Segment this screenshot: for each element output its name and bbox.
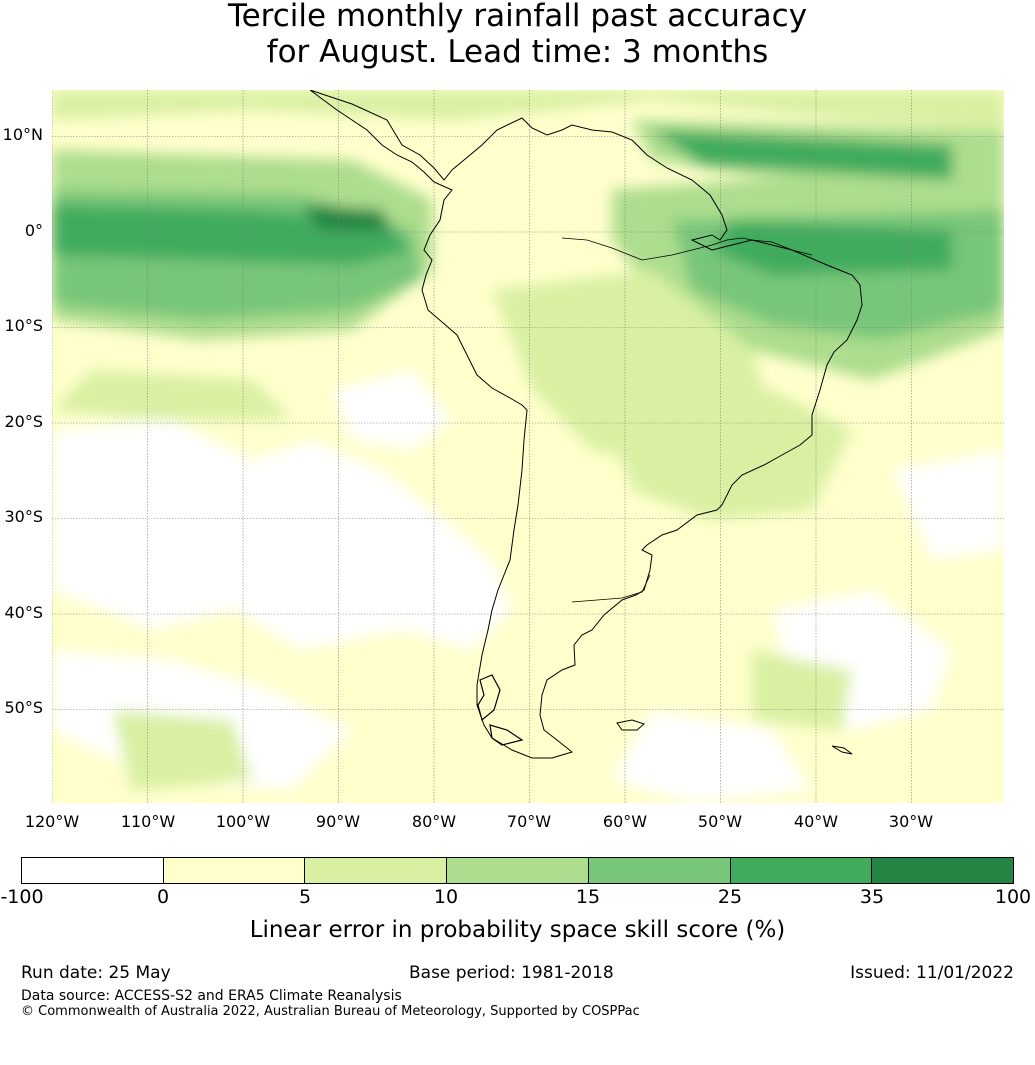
lon-label-40w: 40°W: [793, 812, 839, 831]
colorbar-label: Linear error in probability space skill …: [249, 917, 786, 943]
colorbar-tick: 100: [994, 886, 1032, 908]
skill-field: [52, 90, 1004, 803]
lat-label-0: 0°: [24, 221, 43, 240]
lon-label-30w: 30°W: [888, 812, 934, 831]
colorbar-segment: [872, 858, 1014, 883]
lon-label-90w: 90°W: [315, 812, 361, 831]
colorbar-segment: [588, 858, 731, 883]
colorbar-tick: -100: [0, 886, 44, 908]
colorbar-tick: 15: [575, 886, 601, 908]
skill-score-map: [52, 90, 1004, 803]
lon-label-70w: 70°W: [506, 812, 552, 831]
lon-label-60w: 60°W: [602, 812, 648, 831]
lat-label-40s: 40°S: [4, 603, 43, 622]
chilean-archipelago: [477, 674, 524, 746]
colorbar-segment: [163, 858, 306, 883]
colorbar-segment: [730, 858, 873, 883]
rio-de-la-plata: [571, 574, 651, 603]
colorbar-tick: 10: [433, 886, 459, 908]
colorbar-segment: [22, 858, 164, 883]
lat-label-20s: 20°S: [4, 412, 43, 431]
south-georgia: [831, 745, 853, 755]
base-period: Base period: 1981-2018: [409, 963, 614, 983]
lat-label-30s: 30°S: [4, 507, 43, 526]
data-source: Data source: ACCESS-S2 and ERA5 Climate …: [21, 988, 402, 1004]
colorbar-tick: 25: [717, 886, 743, 908]
lat-label-10s: 10°S: [4, 316, 43, 335]
colorbar-segment: [447, 858, 589, 883]
colorbar-tick: 35: [859, 886, 885, 908]
lon-label-110w: 110°W: [120, 812, 176, 831]
chart-title-line2: for August. Lead time: 3 months: [266, 34, 769, 70]
falkland-islands: [616, 719, 645, 731]
lat-label-10n: 10°N: [2, 125, 43, 144]
copyright: © Commonwealth of Australia 2022, Austra…: [21, 1004, 640, 1019]
colorbar-tick: 5: [298, 886, 312, 908]
issued-date: Issued: 11/01/2022: [850, 963, 1014, 983]
run-date: Run date: 25 May: [21, 963, 171, 983]
lon-label-100w: 100°W: [215, 812, 271, 831]
lon-label-120w: 120°W: [24, 812, 80, 831]
colorbar-segment: [305, 858, 448, 883]
colorbar-tick: 0: [156, 886, 170, 908]
chart-title-line1: Tercile monthly rainfall past accuracy: [227, 0, 808, 34]
amazon-river: [561, 237, 813, 261]
graticule: [52, 90, 1004, 803]
lat-label-50s: 50°S: [4, 698, 43, 717]
colorbar: [21, 857, 1014, 884]
lon-label-80w: 80°W: [411, 812, 457, 831]
lon-label-50w: 50°W: [697, 812, 743, 831]
